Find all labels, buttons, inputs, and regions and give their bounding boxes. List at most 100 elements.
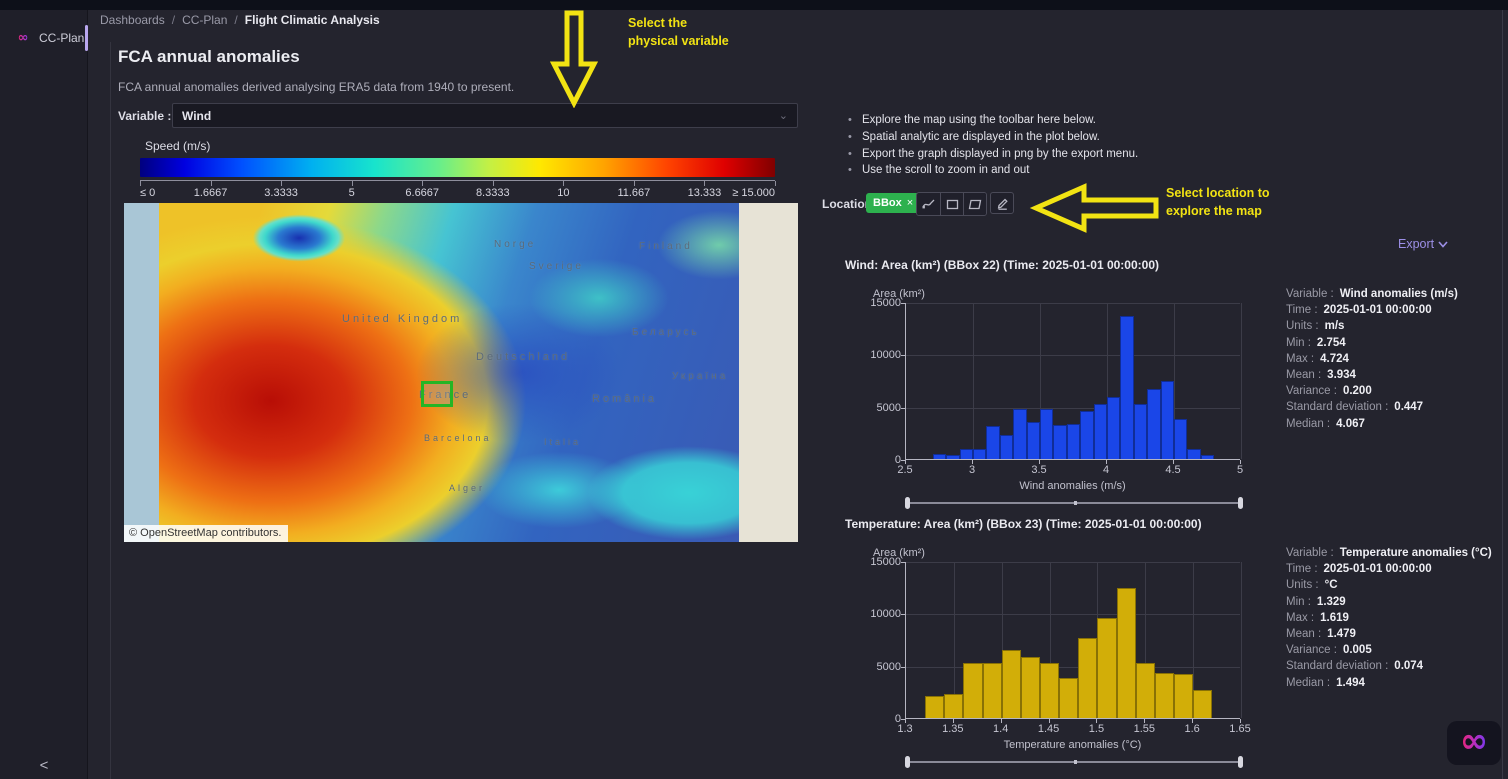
edit-button[interactable] — [990, 192, 1014, 214]
gridline — [906, 303, 1240, 304]
rectangle-icon — [946, 199, 958, 209]
map-place-label: Norge — [494, 239, 537, 250]
legend-tick-mark — [281, 181, 283, 186]
histogram-bar — [1147, 388, 1161, 459]
wind-chart-ylabel: Area (km²) — [873, 288, 925, 300]
slider-handle-left[interactable] — [905, 756, 910, 768]
wind-histogram-plot[interactable] — [905, 303, 1242, 460]
histogram-bar — [959, 448, 973, 459]
histogram-bar — [1026, 422, 1040, 459]
stat-value: 0.074 — [1394, 660, 1424, 673]
breadcrumb-cc-plan[interactable]: CC-Plan — [182, 13, 228, 27]
draw-line-button[interactable] — [917, 193, 940, 215]
instruction-item: Export the graph displayed in png by the… — [848, 146, 1138, 163]
histogram-bar — [1013, 408, 1027, 459]
temperature-stats-panel: Variable : Temperature anomalies (°C) Time… — [1286, 545, 1498, 691]
stat-value: Wind anomalies (m/s) — [1339, 288, 1458, 300]
stat-label: Median : — [1286, 417, 1331, 430]
gridline — [973, 303, 974, 459]
legend-tick-mark — [704, 181, 706, 186]
y-tick-label: 5000 — [876, 401, 901, 414]
gridline — [906, 562, 1240, 563]
wind-range-slider[interactable] — [905, 496, 1243, 510]
bbox-chip-close-icon[interactable]: × — [906, 197, 914, 209]
breadcrumb-dashboards[interactable]: Dashboards — [100, 13, 165, 27]
map-place-label: Italia — [544, 437, 582, 447]
draw-polygon-button[interactable] — [963, 193, 986, 215]
draw-rectangle-button[interactable] — [940, 193, 963, 215]
slider-handle-right[interactable] — [1238, 497, 1243, 509]
bbox-chip-label: BBox — [873, 197, 902, 209]
legend-tick-ruler — [140, 180, 776, 186]
gridline — [906, 666, 1240, 668]
slider-handle-left[interactable] — [905, 497, 910, 509]
cc-plan-logo-icon: ∞ — [18, 31, 29, 45]
temperature-histogram-plot[interactable] — [905, 562, 1242, 719]
x-tick-label: 4 — [1102, 464, 1110, 476]
x-tick-label: 5 — [1236, 464, 1244, 476]
y-tick-label: 5000 — [876, 660, 901, 673]
map-canvas[interactable]: Norge Sverige Finland United Kingdom Беларус… — [124, 203, 798, 542]
x-tick-mark — [1106, 460, 1107, 464]
histogram-bar — [986, 425, 1000, 459]
app-logo[interactable]: ∞ — [1447, 721, 1501, 765]
svg-text:∞: ∞ — [1460, 728, 1488, 758]
stat-value: 0.005 — [1342, 644, 1372, 657]
export-menu-button[interactable]: Export — [1398, 237, 1448, 251]
map-bbox-selection[interactable] — [421, 381, 453, 407]
temperature-range-slider[interactable] — [905, 755, 1243, 769]
histogram-bar — [1001, 649, 1021, 718]
x-tick-mark — [972, 460, 973, 464]
wind-x-axis: 2.5 3 3.5 4 4.5 5 — [897, 460, 1244, 478]
x-tick-label: 1.55 — [1133, 723, 1155, 735]
y-tick-mark — [901, 562, 905, 563]
stat-value: 4.067 — [1336, 417, 1365, 430]
panel-right-border — [1502, 10, 1503, 779]
sidebar-active-indicator — [85, 25, 88, 51]
pencil-icon — [997, 198, 1008, 210]
breadcrumb-separator: / — [171, 13, 176, 27]
stat-label: Time : — [1286, 304, 1318, 317]
slider-handle-right[interactable] — [1238, 756, 1243, 768]
temperature-chart-ylabel: Area (km²) — [873, 547, 925, 559]
histogram-bar — [1107, 397, 1121, 459]
svg-text:∞: ∞ — [18, 31, 29, 45]
legend-tick-label: 11.667 — [617, 187, 651, 199]
gridline — [1145, 562, 1147, 718]
location-bbox-chip[interactable]: BBox × — [866, 193, 921, 213]
draw-toolbar — [916, 192, 987, 216]
stat-row: Mean : 3.934 — [1286, 367, 1498, 383]
stat-label: Max : — [1286, 611, 1315, 624]
location-label: Location : — [822, 197, 880, 211]
legend-tick-label: 1.6667 — [193, 187, 228, 199]
stat-value: 1.494 — [1336, 676, 1365, 689]
histogram-bar — [1097, 617, 1117, 718]
x-tick-label: 1.6 — [1184, 723, 1200, 735]
legend-tick-mark — [422, 181, 424, 186]
gridline — [906, 407, 1240, 409]
x-tick-label: 1.65 — [1229, 723, 1251, 735]
variable-select[interactable]: Wind ⌄ — [172, 103, 798, 128]
temperature-chart-title: Temperature: Area (km²) (BBox 23) (Time:… — [845, 517, 1202, 531]
stat-value: °C — [1324, 579, 1338, 592]
x-tick-label: 1.45 — [1037, 723, 1060, 735]
legend-tick-mark — [210, 181, 212, 186]
x-tick-mark — [1192, 719, 1194, 723]
stat-value: 2025-01-01 00:00:00 — [1323, 304, 1432, 317]
histogram-bar — [1135, 662, 1155, 718]
infinity-logo-icon: ∞ — [1460, 728, 1488, 758]
left-arrow-annotation-icon — [1029, 183, 1159, 233]
sidebar-item-cc-plan[interactable]: ∞ CC-Plan — [0, 24, 88, 52]
y-tick-mark — [901, 303, 905, 304]
stat-label: Variance : — [1286, 644, 1337, 657]
x-tick-label: 3.5 — [1031, 464, 1047, 476]
sidebar-collapse-button[interactable]: < — [39, 757, 49, 774]
stat-row: Median : 1.494 — [1286, 675, 1498, 691]
map-place-label: România — [592, 393, 658, 405]
stat-value: 1.329 — [1316, 595, 1346, 608]
stat-row: Min : 1.329 — [1286, 594, 1498, 610]
legend-tick-label: 13.333 — [687, 187, 722, 199]
y-tick-label: 15000 — [870, 297, 901, 309]
histogram-bar — [1133, 403, 1148, 459]
